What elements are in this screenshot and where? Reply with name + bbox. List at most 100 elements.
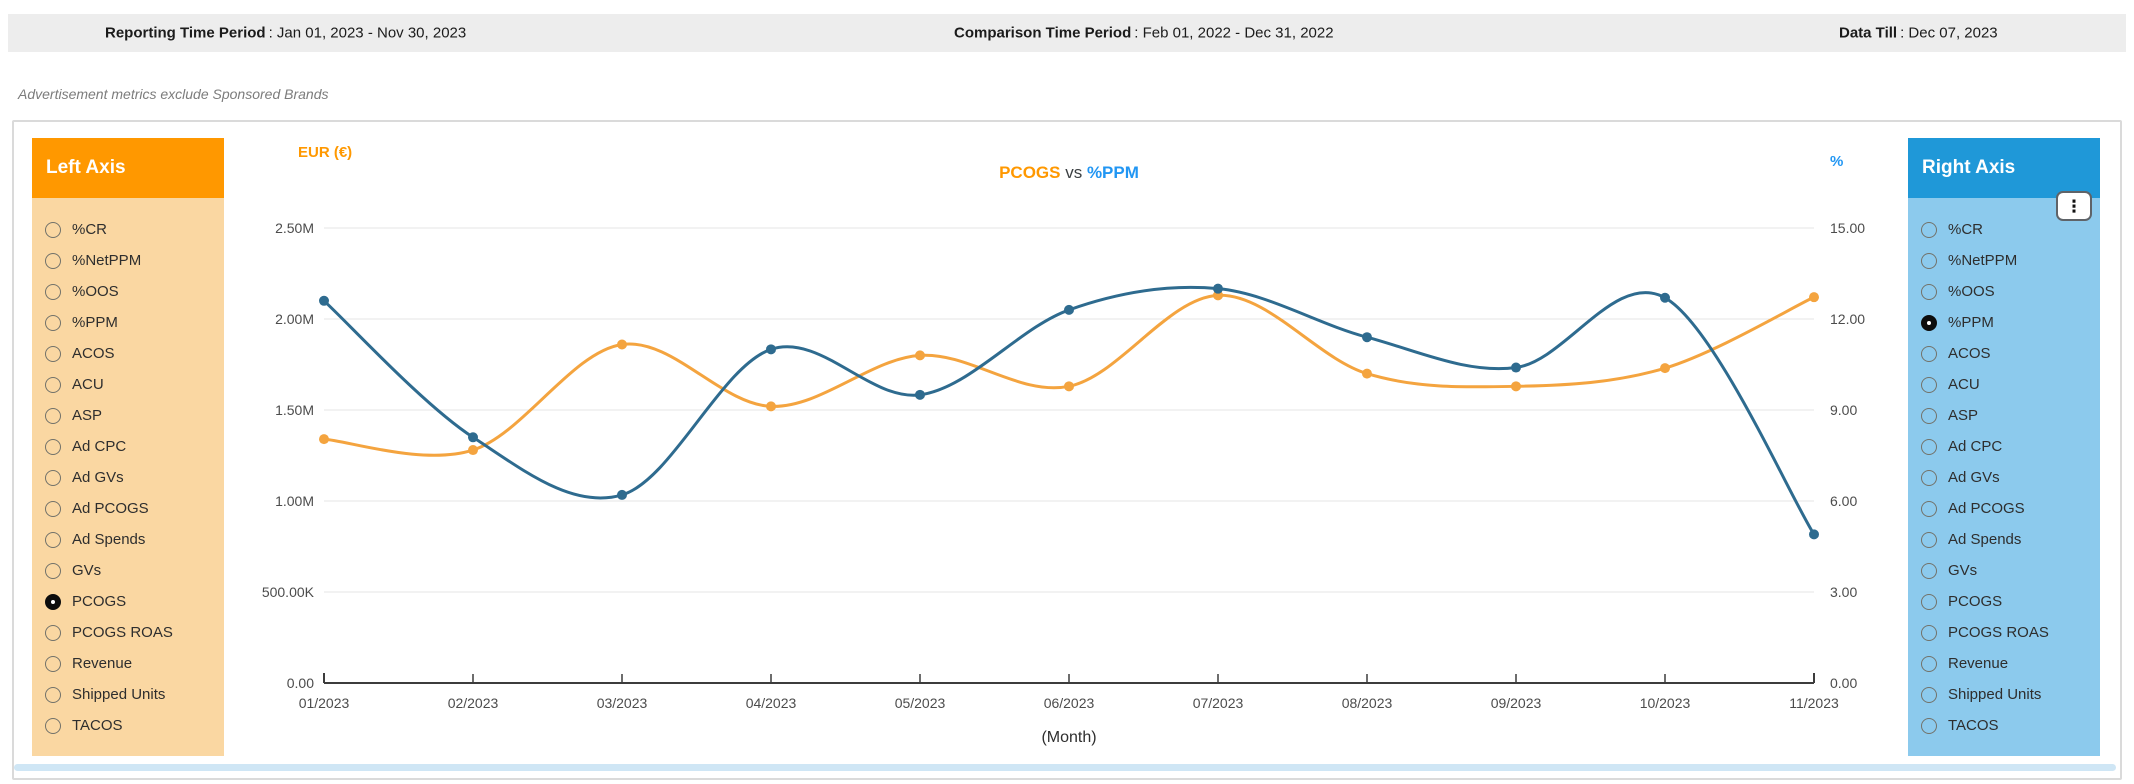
- series-pcogs-point[interactable]: [1660, 363, 1670, 374]
- series--ppm-point[interactable]: [766, 344, 776, 355]
- left-axis-panel-title: Left Axis: [32, 138, 224, 198]
- series--ppm-point[interactable]: [1064, 304, 1074, 315]
- radio-label: TACOS: [1948, 717, 1999, 734]
- radio-icon: [45, 438, 61, 455]
- horizontal-scrollbar[interactable]: [14, 764, 2116, 771]
- radio-icon: [1921, 407, 1937, 424]
- radio-icon: [45, 345, 61, 362]
- radio-label: PCOGS ROAS: [72, 624, 173, 641]
- data-till-value: : Dec 07, 2023: [1900, 24, 1998, 42]
- radio-selected-icon: [1921, 314, 1937, 331]
- right-axis-option-gvs[interactable]: GVs: [1908, 555, 2100, 586]
- right-axis-option-pcogs[interactable]: PCOGS: [1908, 586, 2100, 617]
- x-axis-title: (Month): [1041, 729, 1096, 746]
- right-axis-option--oos[interactable]: %OOS: [1908, 276, 2100, 307]
- series--ppm-point[interactable]: [915, 389, 925, 400]
- left-axis-option--netppm[interactable]: %NetPPM: [32, 245, 224, 276]
- series--ppm-point[interactable]: [1809, 529, 1819, 540]
- radio-label: Shipped Units: [72, 686, 166, 703]
- left-tick-label: 2.50M: [275, 220, 314, 236]
- right-axis-option-ad-spends[interactable]: Ad Spends: [1908, 524, 2100, 555]
- radio-label: Ad Spends: [1948, 531, 2022, 548]
- left-axis-option-acos[interactable]: ACOS: [32, 338, 224, 369]
- series--ppm-point[interactable]: [1511, 362, 1521, 373]
- right-axis-option--netppm[interactable]: %NetPPM: [1908, 245, 2100, 276]
- radio-icon: [45, 686, 61, 703]
- right-axis-option--ppm[interactable]: %PPM: [1908, 307, 2100, 338]
- radio-label: Ad GVs: [72, 469, 124, 486]
- left-axis-option--ppm[interactable]: %PPM: [32, 307, 224, 338]
- right-axis-option-shipped-units[interactable]: Shipped Units: [1908, 679, 2100, 710]
- left-axis-option-tacos[interactable]: TACOS: [32, 710, 224, 741]
- radio-icon: [1921, 469, 1937, 486]
- chart-menu-button[interactable]: ⋮: [2056, 191, 2092, 221]
- series-pcogs-point[interactable]: [1809, 292, 1819, 303]
- left-axis-option-ad-spends[interactable]: Ad Spends: [32, 524, 224, 555]
- right-axis-option-ad-cpc[interactable]: Ad CPC: [1908, 431, 2100, 462]
- left-tick-label: 2.00M: [275, 311, 314, 327]
- radio-label: GVs: [72, 562, 102, 579]
- right-axis-option-ad-gvs[interactable]: Ad GVs: [1908, 462, 2100, 493]
- series-pcogs-point[interactable]: [1362, 368, 1372, 379]
- left-axis-option-revenue[interactable]: Revenue: [32, 648, 224, 679]
- series-pcogs-point[interactable]: [468, 445, 478, 456]
- series-pcogs-point[interactable]: [617, 339, 627, 350]
- comparison-time-period-value: : Feb 01, 2022 - Dec 31, 2022: [1134, 24, 1334, 42]
- radio-icon: [45, 562, 61, 579]
- series--ppm-point[interactable]: [1213, 283, 1223, 294]
- x-tick-label: 06/2023: [1044, 695, 1095, 711]
- right-axis-panel-title: Right Axis: [1908, 138, 2100, 198]
- radio-icon: [45, 655, 61, 672]
- chart-canvas[interactable]: 0.00 0.00 500.00K 3.00 1.00M 6.00 1.50M 9.00 2.0…: [240, 130, 1900, 760]
- left-axis-option-acu[interactable]: ACU: [32, 369, 224, 400]
- series--ppm-point[interactable]: [319, 295, 329, 306]
- radio-icon: [45, 717, 61, 734]
- comparison-time-period-label: Comparison Time Period: [954, 24, 1132, 42]
- left-axis-unit-label: EUR (€): [298, 144, 352, 161]
- left-axis-option--oos[interactable]: %OOS: [32, 276, 224, 307]
- right-axis-option-ad-pcogs[interactable]: Ad PCOGS: [1908, 493, 2100, 524]
- series-pcogs-point[interactable]: [319, 434, 329, 445]
- right-axis-option-revenue[interactable]: Revenue: [1908, 648, 2100, 679]
- right-axis-option-tacos[interactable]: TACOS: [1908, 710, 2100, 741]
- series--ppm-point[interactable]: [1660, 292, 1670, 303]
- left-axis-option-ad-gvs[interactable]: Ad GVs: [32, 462, 224, 493]
- x-tick-label: 05/2023: [895, 695, 946, 711]
- left-axis-option-pcogs[interactable]: PCOGS: [32, 586, 224, 617]
- left-axis-option-ad-pcogs[interactable]: Ad PCOGS: [32, 493, 224, 524]
- radio-label: Ad CPC: [1948, 438, 2003, 455]
- series--ppm-point[interactable]: [468, 432, 478, 443]
- series-pcogs-point[interactable]: [766, 401, 776, 412]
- radio-label: Ad PCOGS: [1948, 500, 2025, 517]
- series--ppm-line: [322, 285, 1816, 536]
- left-axis-option-shipped-units[interactable]: Shipped Units: [32, 679, 224, 710]
- chart-title: PCOGS vs %PPM: [999, 163, 1139, 182]
- series--ppm-point[interactable]: [1362, 332, 1372, 343]
- series-pcogs-point[interactable]: [915, 350, 925, 361]
- radio-icon: [1921, 345, 1937, 362]
- right-axis-option-acos[interactable]: ACOS: [1908, 338, 2100, 369]
- radio-icon: [1921, 624, 1937, 641]
- right-axis-option--cr[interactable]: %CR: [1908, 214, 2100, 245]
- radio-label: %PPM: [1948, 314, 1994, 331]
- right-axis-option-pcogs-roas[interactable]: PCOGS ROAS: [1908, 617, 2100, 648]
- radio-icon: [45, 252, 61, 269]
- left-axis-option--cr[interactable]: %CR: [32, 214, 224, 245]
- left-axis-option-asp[interactable]: ASP: [32, 400, 224, 431]
- radio-icon: [1921, 376, 1937, 393]
- left-axis-option-ad-cpc[interactable]: Ad CPC: [32, 431, 224, 462]
- reporting-time-period-label: Reporting Time Period: [105, 24, 266, 42]
- right-axis-option-acu[interactable]: ACU: [1908, 369, 2100, 400]
- left-axis-option-gvs[interactable]: GVs: [32, 555, 224, 586]
- period-bar: Reporting Time Period: Jan 01, 2023 - No…: [8, 14, 2126, 52]
- right-axis-unit-label: %: [1830, 153, 1843, 170]
- series-pcogs-point[interactable]: [1064, 381, 1074, 392]
- series--ppm-point[interactable]: [617, 489, 627, 500]
- left-axis-option-pcogs-roas[interactable]: PCOGS ROAS: [32, 617, 224, 648]
- right-tick-label: 0.00: [1830, 675, 1857, 691]
- right-axis-option-asp[interactable]: ASP: [1908, 400, 2100, 431]
- radio-label: ACOS: [72, 345, 115, 362]
- radio-label: ACU: [72, 376, 104, 393]
- series-pcogs-point[interactable]: [1511, 381, 1521, 392]
